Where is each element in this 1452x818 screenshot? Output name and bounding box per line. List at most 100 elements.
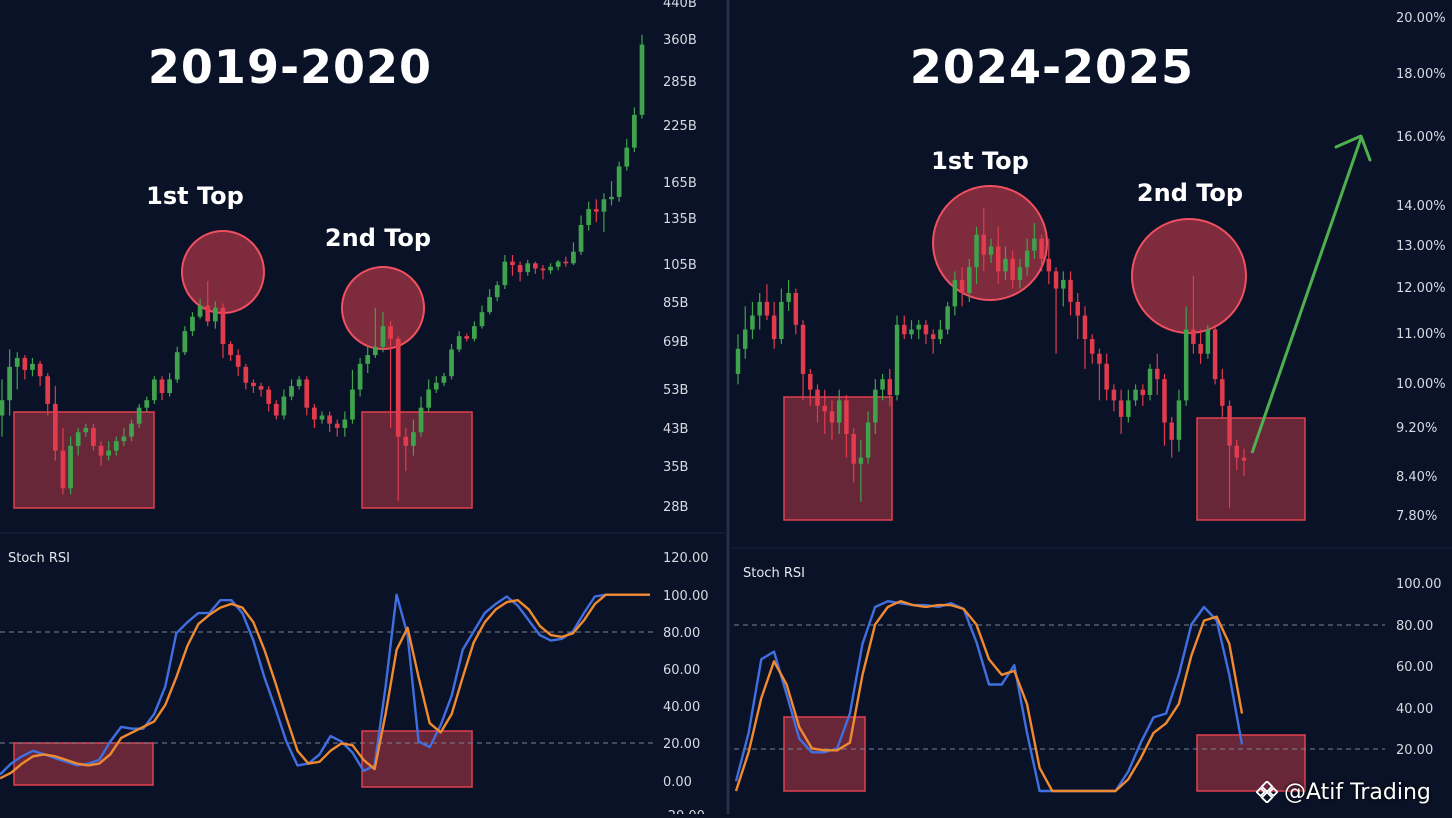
left-first-top-label: 1st Top [146,182,244,210]
right-candle [1176,400,1182,440]
right-candle [887,379,893,395]
left-candle [395,338,401,437]
left-price-tick-label: 85B [663,296,688,311]
left-candle [167,379,172,394]
left-stoch-tick-label: 40.00 [663,700,700,715]
left-candle [220,307,226,345]
right-price-tick-label: 7.80% [1396,509,1437,524]
right-candle [858,457,864,464]
left-candle [502,261,508,286]
left-second-top-label: 2nd Top [325,224,431,252]
right-price-tick-label: 11.00% [1396,327,1446,342]
right-candle [930,334,936,340]
left-price-tick-label: 28B [663,500,688,515]
right-candle [1169,422,1174,440]
left-stoch-tick-label: 0.00 [663,775,692,790]
right-candle [1111,389,1117,401]
left-stoch-tick-label: -20.00 [663,809,705,814]
left-candle [418,407,424,433]
right-candle [771,315,777,340]
right-stoch-tick-label: 40.00 [1396,702,1433,717]
right-candle [757,301,762,316]
right-candle [779,301,784,340]
right-candle [1068,279,1073,302]
left-candle [334,423,340,428]
right-price-tick-label: 9.20% [1396,421,1437,436]
left-price-tick-label: 69B [663,335,688,350]
left-candle [433,382,439,390]
left-candle [52,403,58,451]
right-indicator-label: Stoch RSI [743,566,805,581]
left-price-zone-2 [361,411,473,509]
right-candle [1053,271,1059,289]
right-candle [1220,379,1225,406]
right-candle [1089,339,1095,354]
binance-diamond-icon [1256,781,1278,803]
right-price-tick-label: 12.00% [1396,281,1446,296]
right-candle [764,301,770,316]
right-candle [836,400,842,423]
right-candle [1118,400,1124,417]
right-candle [1162,379,1167,423]
right-first-top-circle [932,185,1048,301]
left-candle [472,326,477,339]
right-candle [959,279,965,293]
left-candle [487,297,492,313]
right-stoch-tick-label: 20.00 [1396,743,1433,758]
left-candle [235,355,241,367]
right-candle [916,324,921,330]
right-title: 2024-2025 [910,40,1194,94]
left-candle [342,419,348,428]
right-candle [1017,267,1023,280]
left-candle [129,423,134,437]
left-candle [372,346,378,356]
left-candle [296,379,302,387]
left-candles [0,34,645,501]
right-candle [902,324,907,335]
right-price-tick-label: 16.00% [1396,130,1446,145]
left-stoch-tick-label: 60.00 [663,663,700,678]
left-candle [113,441,119,451]
left-stoch-tick-label: 120.00 [663,551,709,566]
left-price-tick-label: 43B [663,422,688,437]
left-candle [144,400,150,408]
left-candle [22,357,28,370]
left-candle [426,389,432,408]
right-candle [1234,445,1240,458]
right-candle [873,389,878,423]
left-candle [60,450,66,489]
left-candle [555,261,561,267]
left-stoch-series-d [0,593,650,780]
right-candle [822,405,827,412]
right-candle [742,329,748,349]
right-candle [735,348,741,374]
left-candle [91,427,96,446]
left-price-tick-label: 225B [663,119,697,134]
left-candle [289,386,294,397]
right-candle [1212,329,1218,380]
left-candle [152,379,157,401]
left-candle [616,166,622,197]
right-candle [1082,315,1088,340]
right-candle [1191,329,1196,344]
right-stoch-tick-label: 100.00 [1396,577,1442,592]
right-candle [974,234,979,268]
green-arrow-head [1334,134,1372,162]
left-stoch-tick-label: 80.00 [663,626,700,641]
right-candle [894,324,900,395]
left-candle [479,312,485,327]
left-candle [205,305,211,322]
right-candle [1155,368,1160,380]
left-candle [578,224,584,252]
left-candle [0,400,5,416]
right-price-tick-label: 18.00% [1396,67,1446,82]
left-candle [532,263,538,269]
left-price-tick-label: 105B [663,258,697,273]
left-price-tick-label: 53B [663,383,688,398]
left-candle [266,389,272,404]
left-candle [403,436,409,446]
left-indicator-label: Stoch RSI [8,551,70,566]
left-candle [632,114,637,148]
left-candle [68,445,73,489]
right-candle [1198,343,1203,354]
